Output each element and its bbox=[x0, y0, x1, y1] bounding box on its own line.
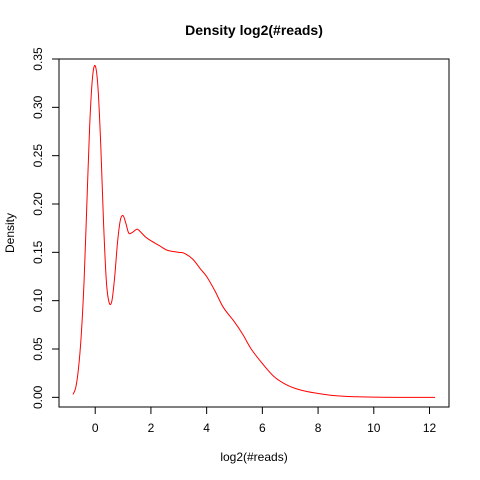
x-tick-label: 10 bbox=[367, 421, 381, 435]
y-axis: 0.00 0.05 0.10 0.15 0.20 0.25 0.30 0.35 bbox=[31, 47, 60, 409]
y-tick-label: 0.05 bbox=[31, 337, 45, 361]
x-tick-label: 8 bbox=[315, 421, 322, 435]
y-tick-label: 0.15 bbox=[31, 240, 45, 264]
density-line bbox=[72, 64, 436, 398]
x-tick-label: 12 bbox=[423, 421, 437, 435]
x-tick-label: 2 bbox=[148, 421, 155, 435]
y-tick-label: 0.20 bbox=[31, 192, 45, 216]
x-tick-label: 0 bbox=[92, 421, 99, 435]
x-tick-label: 6 bbox=[259, 421, 266, 435]
plot-frame bbox=[58, 58, 450, 408]
y-tick-label: 0.25 bbox=[31, 144, 45, 168]
x-axis: 0 2 4 6 8 10 12 bbox=[92, 406, 437, 435]
y-tick-label: 0.10 bbox=[31, 289, 45, 313]
y-tick-label: 0.35 bbox=[31, 47, 45, 71]
x-tick-label: 4 bbox=[203, 421, 210, 435]
y-axis-label: Density bbox=[3, 213, 17, 253]
y-tick-label: 0.30 bbox=[31, 95, 45, 119]
y-tick-label: 0.00 bbox=[31, 385, 45, 409]
chart-title: Density log2(#reads) bbox=[185, 22, 323, 38]
x-axis-label: log2(#reads) bbox=[220, 450, 287, 464]
